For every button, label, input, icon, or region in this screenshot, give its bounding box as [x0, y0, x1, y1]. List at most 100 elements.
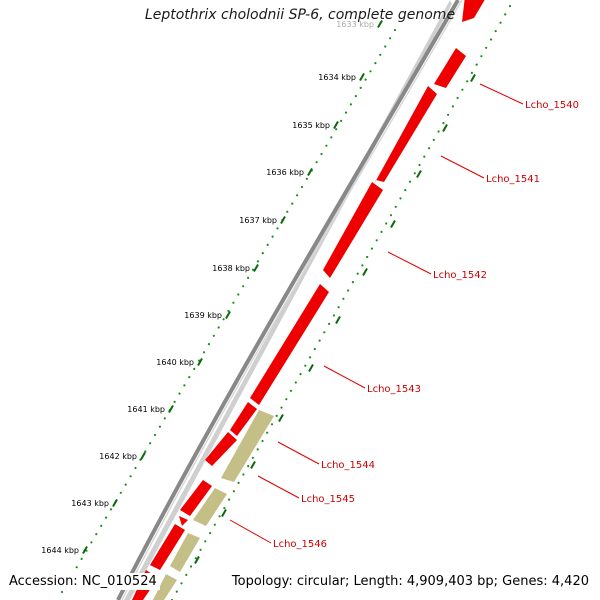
- gene-label-4: Lcho_1544: [277, 441, 375, 471]
- tick-label: 1642 kbp: [99, 452, 137, 461]
- tick-dot: [489, 38, 493, 41]
- tick-dot: [351, 281, 354, 284]
- tick-dot: [299, 373, 302, 376]
- label-leader-line: [277, 441, 320, 465]
- tick-dot: [261, 252, 264, 255]
- tick-dash: [307, 168, 313, 176]
- gene-arrow: [250, 284, 329, 405]
- tick-dot: [304, 364, 307, 367]
- tick-dot: [60, 590, 64, 594]
- tick-6: 1639 kbp: [184, 311, 231, 320]
- gene-block-tan: [221, 410, 274, 482]
- tick-dot: [370, 247, 373, 250]
- tick-dot: [404, 189, 407, 192]
- tick-dot: [194, 557, 197, 560]
- tick-dot: [286, 210, 289, 213]
- gene-label-2: Lcho_1542: [387, 251, 487, 281]
- tick-dot: [394, 205, 397, 208]
- tick-dot: [342, 297, 345, 300]
- gene-track: [132, 0, 485, 600]
- tick-dot: [202, 351, 206, 354]
- tick-dot: [330, 136, 333, 139]
- tick-dot: [180, 582, 183, 585]
- tick-dot: [124, 483, 127, 486]
- tick-dot: [207, 343, 210, 346]
- gene-label-1: Lcho_1541: [440, 155, 540, 185]
- tick-dot: [466, 80, 469, 83]
- tick-label: 1639 kbp: [184, 311, 222, 320]
- tick-dot: [270, 423, 274, 426]
- tick-dot: [242, 473, 245, 476]
- tick-dot: [432, 138, 435, 141]
- tick-dot: [285, 398, 288, 401]
- outer-tick-dash: [194, 556, 200, 564]
- tick-dot: [380, 230, 383, 233]
- tick-dot: [222, 318, 225, 321]
- tick-dot: [356, 272, 359, 275]
- tick-label: 1633 kbp: [336, 20, 374, 29]
- gene-arrow-head: [179, 516, 188, 526]
- gene-label-text: Lcho_1540: [525, 100, 579, 111]
- gene-block-tan: [193, 488, 227, 526]
- gene-block: [205, 432, 237, 466]
- tick-dot: [389, 214, 393, 217]
- tick-label: 1638 kbp: [212, 264, 250, 273]
- outer-tick-dash: [278, 414, 284, 422]
- tick-dot: [289, 389, 293, 392]
- label-leader-line: [257, 475, 300, 499]
- gene-label-layer: Lcho_1540 Lcho_1541 Lcho_1542 Lcho_1543 Lcho…: [229, 83, 579, 550]
- backbone-line: [116, 0, 460, 600]
- tick-dot: [129, 475, 132, 478]
- tick-label: 1643 kbp: [71, 499, 109, 508]
- tick-dot: [347, 289, 350, 292]
- tick-dot: [437, 130, 440, 133]
- tick-0: 1633 kbp: [336, 20, 383, 29]
- tick-dot: [183, 384, 186, 387]
- gene-label-text: Lcho_1546: [273, 539, 327, 550]
- tick-dot: [199, 548, 202, 551]
- outer-tick-dash: [362, 268, 368, 276]
- tick-dot: [213, 523, 216, 526]
- tick-dot: [447, 113, 450, 116]
- tick-dot: [109, 508, 113, 511]
- label-leader-line: [387, 251, 432, 275]
- gene-arrow: [434, 48, 466, 88]
- tick-dot: [175, 590, 178, 593]
- tick-dot: [374, 62, 377, 65]
- tick-dot: [105, 516, 108, 519]
- gene-label-5: Lcho_1545: [257, 475, 355, 505]
- tick-dot: [158, 425, 161, 428]
- tick-dot: [504, 13, 507, 16]
- gene-label-0: Lcho_1540: [479, 83, 579, 111]
- tick-dot: [178, 392, 181, 395]
- tick-dot: [399, 197, 402, 200]
- tick-dot: [369, 70, 372, 73]
- tick-dot: [451, 105, 454, 108]
- tick-dot: [359, 86, 362, 89]
- tick-dash: [359, 73, 365, 81]
- tick-dot: [323, 331, 326, 334]
- tick-dot: [247, 276, 250, 279]
- genome-backbone: [116, 0, 463, 600]
- tick-dot: [375, 239, 378, 242]
- tick-dot: [470, 71, 473, 74]
- tick-dot: [256, 260, 259, 263]
- tick-dot: [485, 46, 488, 49]
- tick-marks: 1633 kbp 1634 kbp 1635 kbp 1636 kbp 1637 kbp…: [41, 20, 383, 555]
- tick-dash: [197, 358, 203, 366]
- tick-dot: [366, 255, 369, 259]
- tick-dot: [508, 4, 512, 8]
- tick-dot: [237, 481, 240, 484]
- gene-arrow: [180, 480, 212, 516]
- tick-dot: [296, 194, 299, 197]
- tick-3: 1636 kbp: [266, 168, 313, 177]
- tick-dot: [315, 161, 318, 164]
- gene-block: [462, 0, 485, 22]
- tick-dot: [361, 264, 364, 267]
- tick-10: 1643 kbp: [71, 499, 118, 508]
- tick-9: 1642 kbp: [99, 452, 146, 461]
- tick-dot: [242, 285, 245, 288]
- tick-dot: [261, 439, 264, 443]
- label-leader-line: [440, 155, 485, 179]
